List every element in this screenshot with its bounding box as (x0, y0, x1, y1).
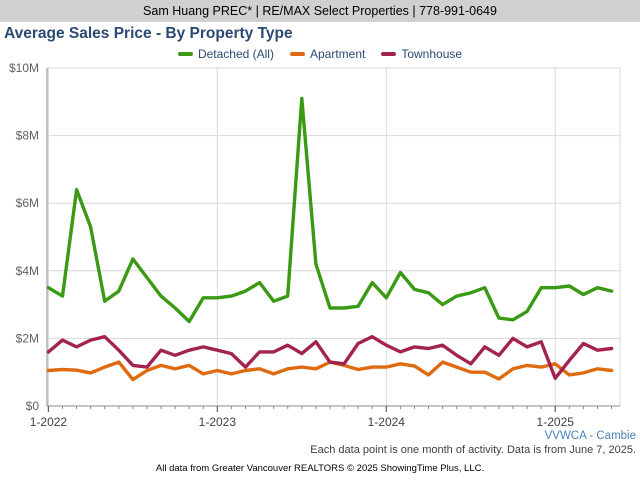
legend-item-apartment[interactable]: Apartment (289, 47, 366, 61)
gridlines (47, 67, 621, 407)
legend-item-townhouse[interactable]: Townhouse (381, 47, 462, 61)
chart-legend: Detached (All) Apartment Townhouse (0, 46, 640, 62)
series-line-detached-all (46, 96, 614, 324)
y-tick-label: $2M (16, 331, 39, 345)
y-tick-label: $0 (26, 399, 40, 413)
legend-swatch-detached (177, 52, 193, 56)
source-credit: All data from Greater Vancouver REALTORS… (155, 463, 485, 474)
y-tick-label: $8M (16, 129, 39, 143)
x-tick-label: 1-2023 (199, 415, 237, 429)
footer-note: Each data point is one month of activity… (310, 444, 636, 456)
y-tick-label: $6M (16, 196, 39, 210)
legend-label-detached: Detached (All) (197, 47, 274, 61)
x-tick-label: 1-2022 (30, 415, 68, 429)
axes: $0 $2M $4M $6M $8M $10M 1-2022 1-2023 1-2024 1-20… (9, 61, 620, 429)
legend-item-detached[interactable]: Detached (All) (177, 47, 274, 61)
agent-info: Sam Huang PREC* | RE/MAX Select Properti… (143, 4, 497, 18)
x-tick-label: 1-2024 (368, 415, 406, 429)
region-label: VVWCA - Cambie (545, 430, 636, 442)
y-tick-label: $10M (9, 61, 39, 75)
legend-swatch-apartment (289, 52, 305, 56)
chart-title: Average Sales Price - By Property Type (4, 25, 293, 42)
legend-label-townhouse: Townhouse (401, 47, 463, 61)
agent-header-bar: Sam Huang PREC* | RE/MAX Select Properti… (0, 0, 640, 22)
legend-swatch-townhouse (381, 52, 397, 56)
x-tick-label: 1-2025 (537, 415, 575, 429)
legend-label-apartment: Apartment (309, 47, 366, 61)
series-line-townhouse (46, 335, 614, 380)
y-tick-label: $4M (16, 264, 39, 278)
series-lines (46, 96, 614, 382)
